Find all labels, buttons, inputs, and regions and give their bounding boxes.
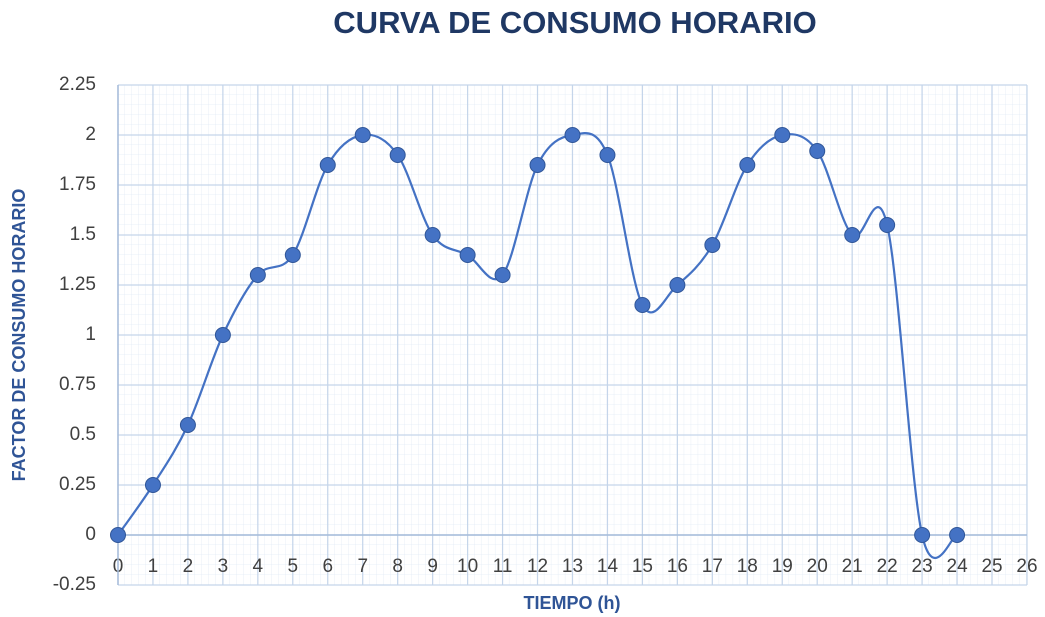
x-tick-label: 13	[562, 556, 583, 577]
y-tick-label: 1.25	[59, 274, 96, 295]
data-point	[564, 127, 581, 143]
x-tick-label: 21	[842, 556, 863, 577]
data-point	[424, 227, 441, 243]
x-tick-label: 25	[981, 556, 1002, 577]
data-point	[529, 157, 546, 173]
data-point	[879, 217, 896, 233]
data-point	[669, 277, 686, 293]
x-tick-label: 23	[912, 556, 933, 577]
data-point	[459, 247, 476, 263]
x-tick-label: 18	[737, 556, 758, 577]
data-point	[949, 527, 966, 543]
x-tick-label: 12	[527, 556, 548, 577]
data-point	[494, 267, 511, 283]
data-point	[599, 147, 616, 163]
data-point	[704, 237, 721, 253]
x-tick-label: 7	[357, 556, 368, 577]
x-tick-label: 6	[322, 556, 333, 577]
x-tick-label: 10	[457, 556, 478, 577]
x-tick-label: 15	[632, 556, 653, 577]
x-tick-label: 26	[1016, 556, 1037, 577]
x-tick-label: 8	[392, 556, 403, 577]
data-point	[144, 477, 161, 493]
data-point	[249, 267, 266, 283]
x-tick-label: 9	[427, 556, 438, 577]
data-point	[319, 157, 336, 173]
y-tick-label: 0.25	[59, 474, 96, 495]
x-tick-label: 19	[772, 556, 793, 577]
data-point	[809, 143, 826, 159]
y-tick-label: 0.75	[59, 374, 96, 395]
x-tick-label: 11	[493, 556, 513, 577]
y-tick-label: 1.5	[70, 224, 96, 245]
x-tick-label: 17	[702, 556, 723, 577]
data-point	[214, 327, 231, 343]
x-tick-label: 2	[183, 556, 194, 577]
x-tick-label: 4	[253, 556, 264, 577]
data-point	[389, 147, 406, 163]
data-point	[774, 127, 791, 143]
data-point	[914, 527, 931, 543]
chart-title: CURVA DE CONSUMO HORARIO	[333, 5, 816, 40]
data-point	[634, 297, 651, 313]
y-axis-label: FACTOR DE CONSUMO HORARIO	[9, 189, 29, 482]
x-tick-label: 22	[877, 556, 898, 577]
data-point	[110, 527, 126, 543]
y-tick-label: 2	[85, 124, 96, 145]
y-tick-label: 1.75	[59, 174, 96, 195]
x-tick-label: 20	[807, 556, 828, 577]
x-tick-label: 16	[667, 556, 688, 577]
y-tick-label: 2.25	[59, 74, 96, 95]
x-tick-label: 3	[218, 556, 229, 577]
x-axis-label: TIEMPO (h)	[524, 593, 621, 613]
data-point	[354, 127, 371, 143]
x-tick-label: 24	[947, 556, 969, 577]
data-point	[284, 247, 301, 263]
y-tick-label: 0	[85, 524, 96, 545]
x-tick-label: 5	[288, 556, 299, 577]
data-point	[844, 227, 861, 243]
y-tick-label: 0.5	[70, 424, 96, 445]
y-tick-label: 1	[85, 324, 96, 345]
data-point	[179, 417, 196, 433]
y-tick-label: -0.25	[53, 574, 96, 595]
x-tick-label: 1	[148, 556, 159, 577]
x-tick-label: 14	[597, 556, 619, 577]
data-point	[739, 157, 756, 173]
